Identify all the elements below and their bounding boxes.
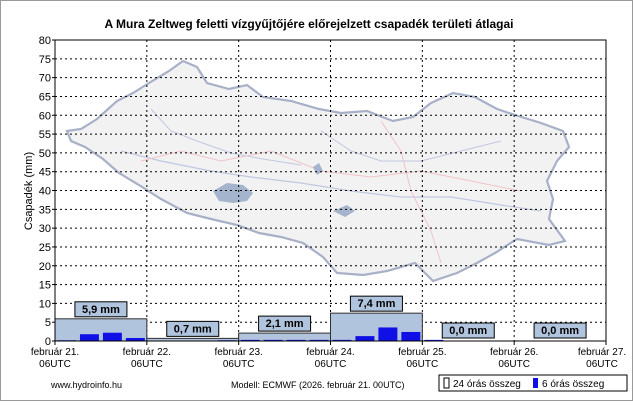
legend-label-24h: 24 órás összeg (453, 379, 521, 390)
legend-swatch-24h (444, 378, 449, 388)
bar-6h (355, 336, 374, 341)
x-tick-date-label: február 26. (490, 347, 538, 358)
x-tick-hour-label: 06UTC (406, 359, 438, 370)
bar-6h (378, 327, 397, 341)
x-tick-date-label: február 21. (31, 347, 79, 358)
bar-6h (103, 333, 122, 341)
watershed-map (67, 61, 569, 281)
legend-swatch-6h (533, 378, 538, 388)
value-label: 0,0 mm (449, 325, 487, 337)
y-tick-label: 5 (45, 317, 51, 329)
value-label: 0,7 mm (174, 323, 212, 335)
x-tick-hour-label: 06UTC (39, 359, 71, 370)
value-label: 7,4 mm (357, 298, 395, 310)
y-tick-label: 10 (39, 298, 51, 310)
source-link[interactable]: www.hydroinfo.hu (50, 380, 122, 390)
y-tick-label: 20 (39, 261, 51, 273)
y-tick-label: 15 (39, 280, 51, 292)
model-info: Modell: ECMWF (2026. február 21. 00UTC) (231, 380, 405, 390)
x-tick-hour-label: 06UTC (223, 359, 255, 370)
y-tick-label: 55 (39, 129, 51, 141)
y-tick-label: 65 (39, 91, 51, 103)
value-label: 0,0 mm (541, 325, 579, 337)
x-tick-date-label: február 24. (306, 347, 354, 358)
bar-6h (80, 334, 99, 341)
x-tick-hour-label: 06UTC (131, 359, 163, 370)
y-tick-label: 40 (39, 186, 51, 198)
x-tick-hour-label: 06UTC (315, 359, 347, 370)
value-label: 2,1 mm (266, 318, 304, 330)
value-label: 5,9 mm (82, 304, 120, 316)
y-tick-label: 50 (39, 148, 51, 160)
y-tick-label: 70 (39, 73, 51, 85)
x-tick-date-label: február 25. (398, 347, 446, 358)
y-tick-label: 60 (39, 110, 51, 122)
y-tick-label: 35 (39, 204, 51, 216)
y-tick-label: 75 (39, 54, 51, 66)
y-tick-label: 25 (39, 242, 51, 254)
x-tick-date-label: február 23. (214, 347, 262, 358)
x-tick-date-label: február 27. (578, 347, 626, 358)
bar-6h (401, 332, 420, 341)
x-tick-hour-label: 06UTC (498, 359, 530, 370)
bar-24h (239, 333, 331, 341)
legend-label-6h: 6 órás összeg (542, 379, 604, 390)
y-tick-label: 30 (39, 223, 51, 235)
x-tick-date-label: február 22. (123, 347, 171, 358)
y-axis-title: Csapadék (mm) (23, 152, 35, 230)
y-tick-label: 45 (39, 167, 51, 179)
legend: 24 órás összeg 6 órás összeg (439, 375, 627, 391)
chart-title: A Mura Zeltweg feletti vízgyűjtőjére elő… (104, 17, 513, 31)
x-tick-hour-label: 06UTC (586, 359, 618, 370)
y-tick-label: 80 (39, 35, 51, 47)
bar-24h (55, 319, 147, 341)
